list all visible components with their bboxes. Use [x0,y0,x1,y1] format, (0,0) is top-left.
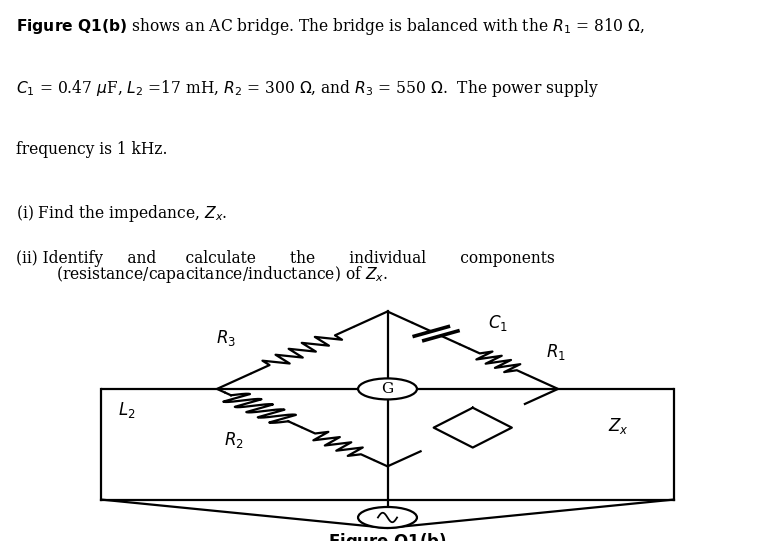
Circle shape [358,378,417,399]
Text: $R_1$: $R_1$ [546,341,567,361]
Text: (i) Find the impedance, $Z_x$.: (i) Find the impedance, $Z_x$. [16,203,227,224]
Text: frequency is 1 kHz.: frequency is 1 kHz. [16,141,167,157]
Text: $Z_x$: $Z_x$ [608,416,629,436]
Text: $L_2$: $L_2$ [118,400,136,420]
Text: $R_2$: $R_2$ [224,430,244,450]
Text: $C_1$: $C_1$ [488,313,508,333]
Text: $\bf{Figure\ Q1(b)}$ shows an AC bridge. The bridge is balanced with the $R_1$ =: $\bf{Figure\ Q1(b)}$ shows an AC bridge.… [16,16,645,37]
Text: (resistance/capacitance/inductance) of $Z_x$.: (resistance/capacitance/inductance) of $… [57,264,388,285]
Text: $C_1$ = 0.47 $\mu$F, $L_2$ =17 mH, $R_2$ = 300 $\Omega$, and $R_3$ = 550 $\Omega: $C_1$ = 0.47 $\mu$F, $L_2$ =17 mH, $R_2$… [16,78,598,100]
Text: (ii) Identify     and      calculate       the       individual       components: (ii) Identify and calculate the individu… [16,250,554,267]
Text: $\mathbf{Figure\ Q1(b)}$: $\mathbf{Figure\ Q1(b)}$ [328,531,447,541]
Circle shape [358,507,417,528]
Text: $R_3$: $R_3$ [216,328,236,348]
Text: G: G [381,382,394,396]
